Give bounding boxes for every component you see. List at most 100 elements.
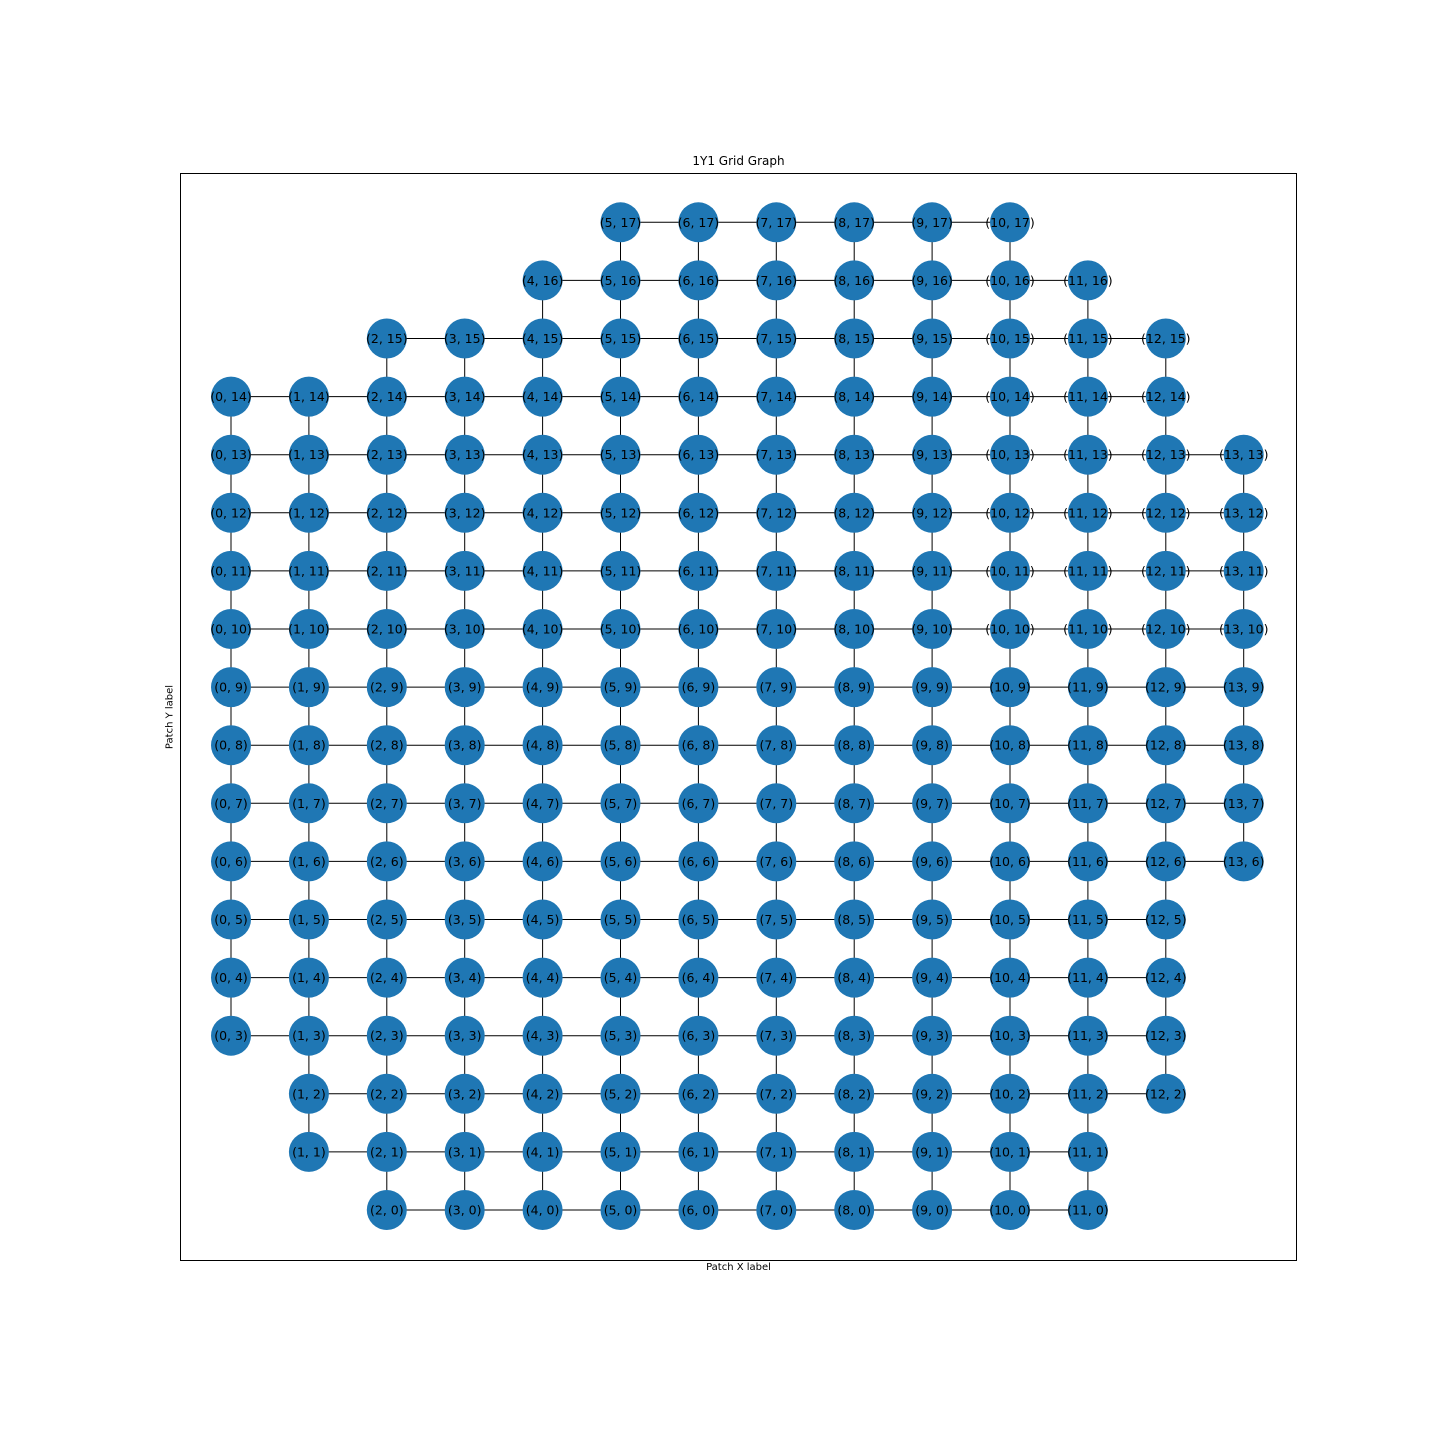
- node-circle: [1067, 609, 1108, 649]
- node-label: (12, 8): [1145, 738, 1187, 753]
- graph-node: (0, 7): [211, 783, 251, 824]
- graph-node: (1, 12): [288, 492, 330, 533]
- node-circle: [444, 376, 485, 417]
- node-label: (0, 12): [210, 505, 252, 520]
- node-circle: [990, 667, 1030, 708]
- node-circle: [990, 725, 1030, 766]
- node-label: (5, 1): [604, 1144, 638, 1159]
- node-circle: [288, 783, 329, 824]
- graph-node: (2, 5): [366, 899, 407, 940]
- graph-node: (6, 13): [678, 434, 719, 475]
- node-circle: [678, 1131, 719, 1172]
- graph-node: (7, 17): [756, 202, 797, 243]
- node-circle: [1067, 783, 1108, 824]
- node-circle: [756, 1073, 797, 1114]
- node-label: (8, 3): [837, 1028, 871, 1043]
- node-circle: [990, 492, 1030, 533]
- node-label: (4, 14): [522, 389, 564, 404]
- graph-node: (12, 6): [1145, 841, 1187, 882]
- node-label: (7, 3): [759, 1028, 793, 1043]
- graph-node: (12, 4): [1145, 957, 1187, 998]
- graph-node: (5, 16): [600, 260, 641, 301]
- graph-node: (11, 14): [1063, 376, 1113, 417]
- node-circle: [522, 609, 563, 649]
- node-label: (4, 1): [526, 1144, 560, 1159]
- graph-node: (0, 3): [211, 1015, 251, 1056]
- graph-node: (0, 14): [210, 376, 252, 417]
- node-circle: [1067, 1015, 1108, 1056]
- node-circle: [756, 434, 797, 475]
- node-label: (7, 2): [759, 1086, 793, 1101]
- graph-node: (11, 5): [1067, 899, 1109, 940]
- graph-node: (3, 2): [444, 1073, 485, 1114]
- node-label: (2, 10): [366, 622, 408, 637]
- node-label: (9, 5): [915, 912, 949, 927]
- node-label: (13, 6): [1223, 854, 1265, 869]
- node-circle: [1145, 667, 1186, 708]
- node-label: (6, 8): [682, 738, 716, 753]
- node-label: (10, 11): [985, 563, 1035, 578]
- node-label: (12, 3): [1145, 1028, 1187, 1043]
- graph-node: (4, 4): [522, 957, 563, 998]
- node-circle: [600, 550, 641, 591]
- node-circle: [678, 318, 719, 359]
- graph-node: (2, 8): [366, 725, 407, 766]
- node-circle: [912, 318, 953, 359]
- node-label: (8, 12): [833, 505, 875, 520]
- node-circle: [366, 1015, 407, 1056]
- graph-node: (4, 6): [522, 841, 563, 882]
- node-label: (9, 6): [915, 854, 949, 869]
- graph-node: (8, 8): [834, 725, 875, 766]
- node-label: (2, 7): [370, 796, 404, 811]
- graph-node: (3, 10): [444, 609, 485, 649]
- node-label: (11, 0): [1067, 1203, 1109, 1218]
- graph-node: (6, 1): [678, 1131, 719, 1172]
- graph-node: (12, 9): [1145, 667, 1187, 708]
- node-label: (5, 6): [604, 854, 638, 869]
- node-circle: [834, 550, 875, 591]
- node-circle: [366, 841, 407, 882]
- node-label: (2, 15): [366, 331, 408, 346]
- graph-node: (8, 15): [833, 318, 875, 359]
- node-label: (2, 12): [366, 505, 408, 520]
- graph-node: (13, 8): [1223, 725, 1264, 766]
- node-label: (8, 1): [837, 1144, 871, 1159]
- node-circle: [678, 667, 719, 708]
- graph-node: (2, 11): [366, 550, 408, 591]
- node-circle: [211, 725, 251, 766]
- graph-node: (7, 5): [756, 899, 797, 940]
- graph-node: (11, 12): [1063, 492, 1113, 533]
- graph-node: (12, 8): [1145, 725, 1187, 766]
- node-label: (2, 8): [370, 738, 404, 753]
- graph-node: (9, 13): [911, 434, 953, 475]
- graph-node: (5, 9): [600, 667, 641, 708]
- graph-node: (13, 13): [1219, 434, 1268, 475]
- node-label: (0, 3): [214, 1028, 248, 1043]
- graph-node: (12, 15): [1141, 318, 1191, 359]
- graph-node: (7, 9): [756, 667, 797, 708]
- node-label: (5, 10): [600, 622, 642, 637]
- node-label: (3, 6): [448, 854, 482, 869]
- node-circle: [756, 1131, 797, 1172]
- node-label: (11, 14): [1063, 389, 1113, 404]
- graph-node: (10, 8): [989, 725, 1031, 766]
- node-label: (12, 10): [1141, 622, 1191, 637]
- node-label: (12, 7): [1145, 796, 1187, 811]
- node-label: (8, 16): [833, 273, 875, 288]
- node-circle: [1067, 1131, 1108, 1172]
- node-label: (9, 14): [911, 389, 953, 404]
- graph-node: (7, 0): [756, 1190, 797, 1230]
- node-circle: [834, 434, 875, 475]
- node-circle: [912, 783, 953, 824]
- node-circle: [1145, 783, 1186, 824]
- graph-node: (4, 1): [522, 1131, 563, 1172]
- graph-node: (13, 7): [1223, 783, 1264, 824]
- graph-node: (12, 3): [1145, 1015, 1187, 1056]
- node-label: (9, 8): [915, 738, 949, 753]
- node-label: (2, 3): [370, 1028, 404, 1043]
- node-circle: [912, 609, 953, 649]
- node-label: (12, 6): [1145, 854, 1187, 869]
- node-label: (1, 10): [288, 622, 330, 637]
- node-circle: [834, 609, 875, 649]
- graph-node: (5, 4): [600, 957, 641, 998]
